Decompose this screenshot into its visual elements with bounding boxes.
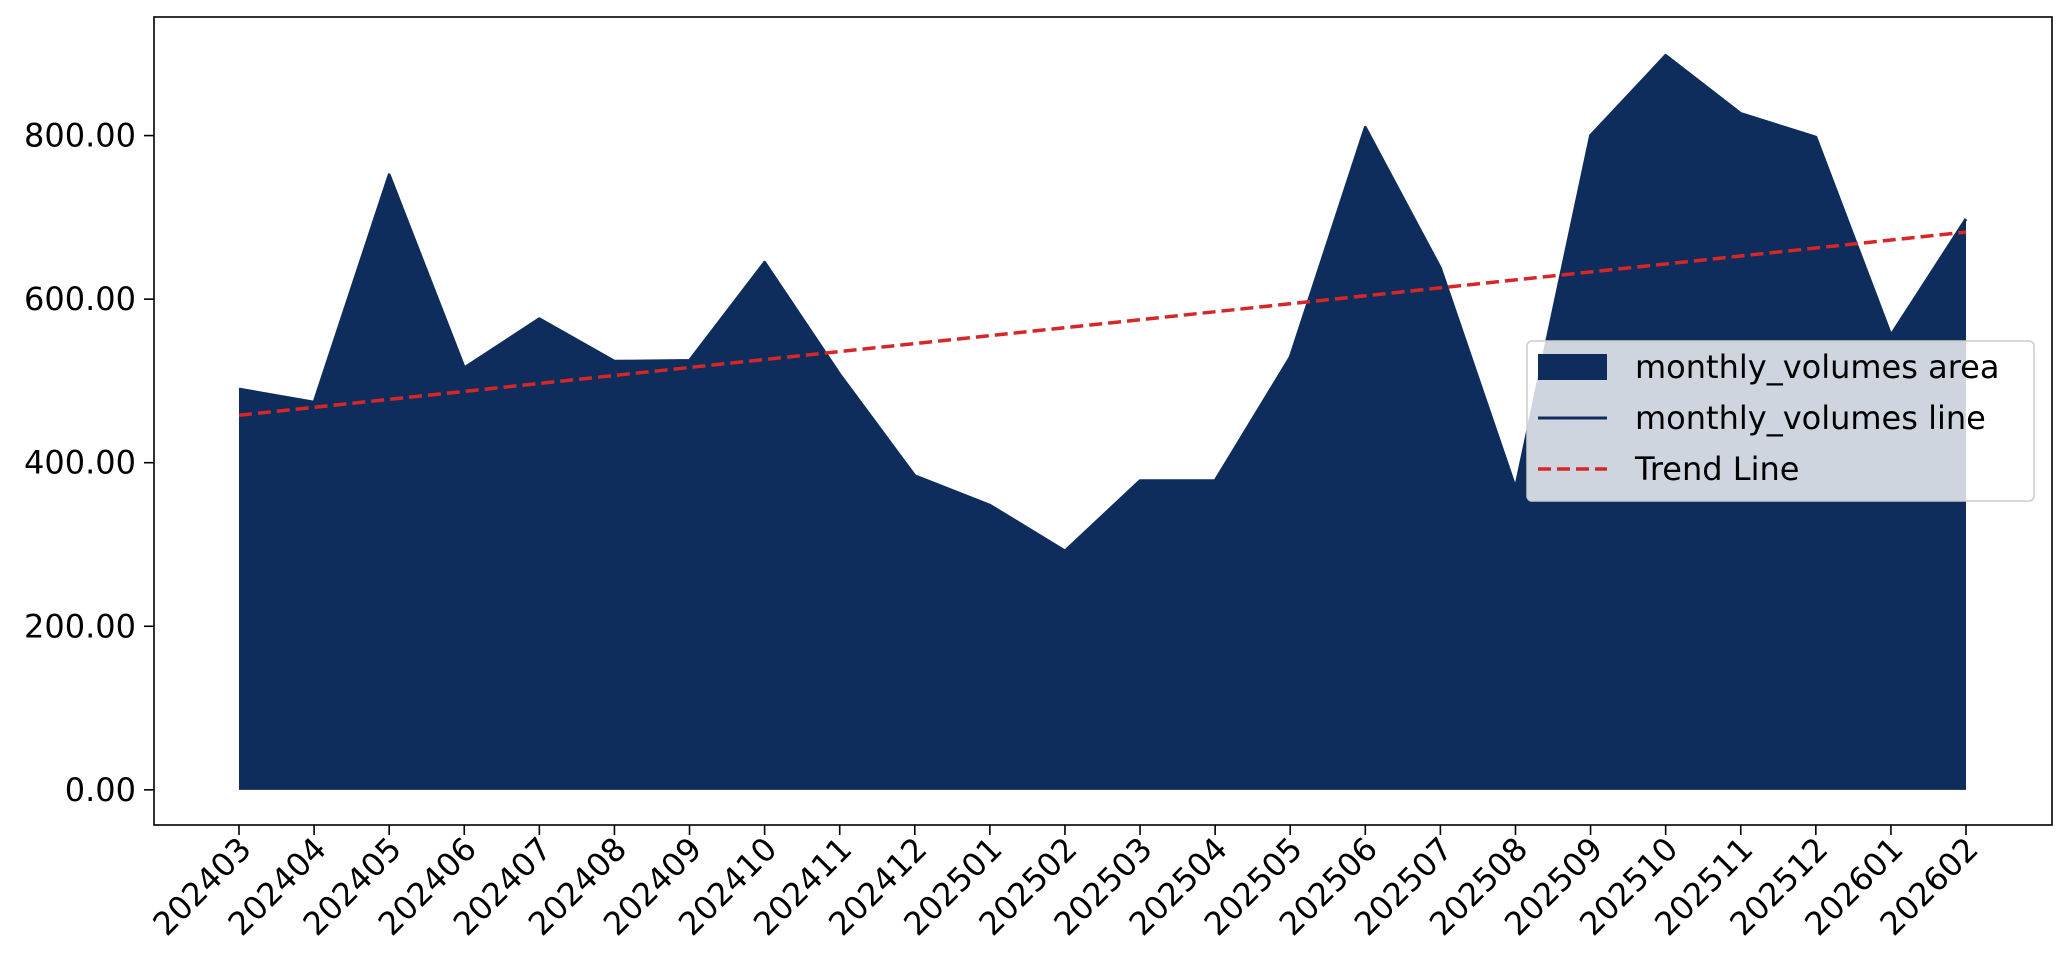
area-series-monthly-volumes: [239, 55, 1966, 790]
legend: monthly_volumes area monthly_volumes line…: [1526, 340, 2035, 502]
legend-label: monthly_volumes area: [1635, 348, 1999, 386]
legend-swatch-area: [1538, 354, 1607, 380]
y-tick-label: 400.00: [24, 444, 136, 482]
line-series-monthly-volumes: [238, 53, 1968, 553]
y-tick-label: 0.00: [65, 771, 136, 809]
trend-line: [238, 230, 1967, 418]
y-axis: 0.00 200.00 400.00 600.00 800.00: [24, 117, 154, 809]
y-tick-label: 200.00: [24, 607, 136, 645]
plot-area: [238, 53, 1968, 790]
legend-label: Trend Line: [1634, 450, 1799, 488]
y-tick-label: 800.00: [24, 117, 136, 155]
plot-frame: [153, 16, 2053, 826]
y-tick-label: 600.00: [24, 280, 136, 318]
legend-label: monthly_volumes line: [1635, 399, 1986, 437]
legend-box: [1526, 340, 2035, 502]
